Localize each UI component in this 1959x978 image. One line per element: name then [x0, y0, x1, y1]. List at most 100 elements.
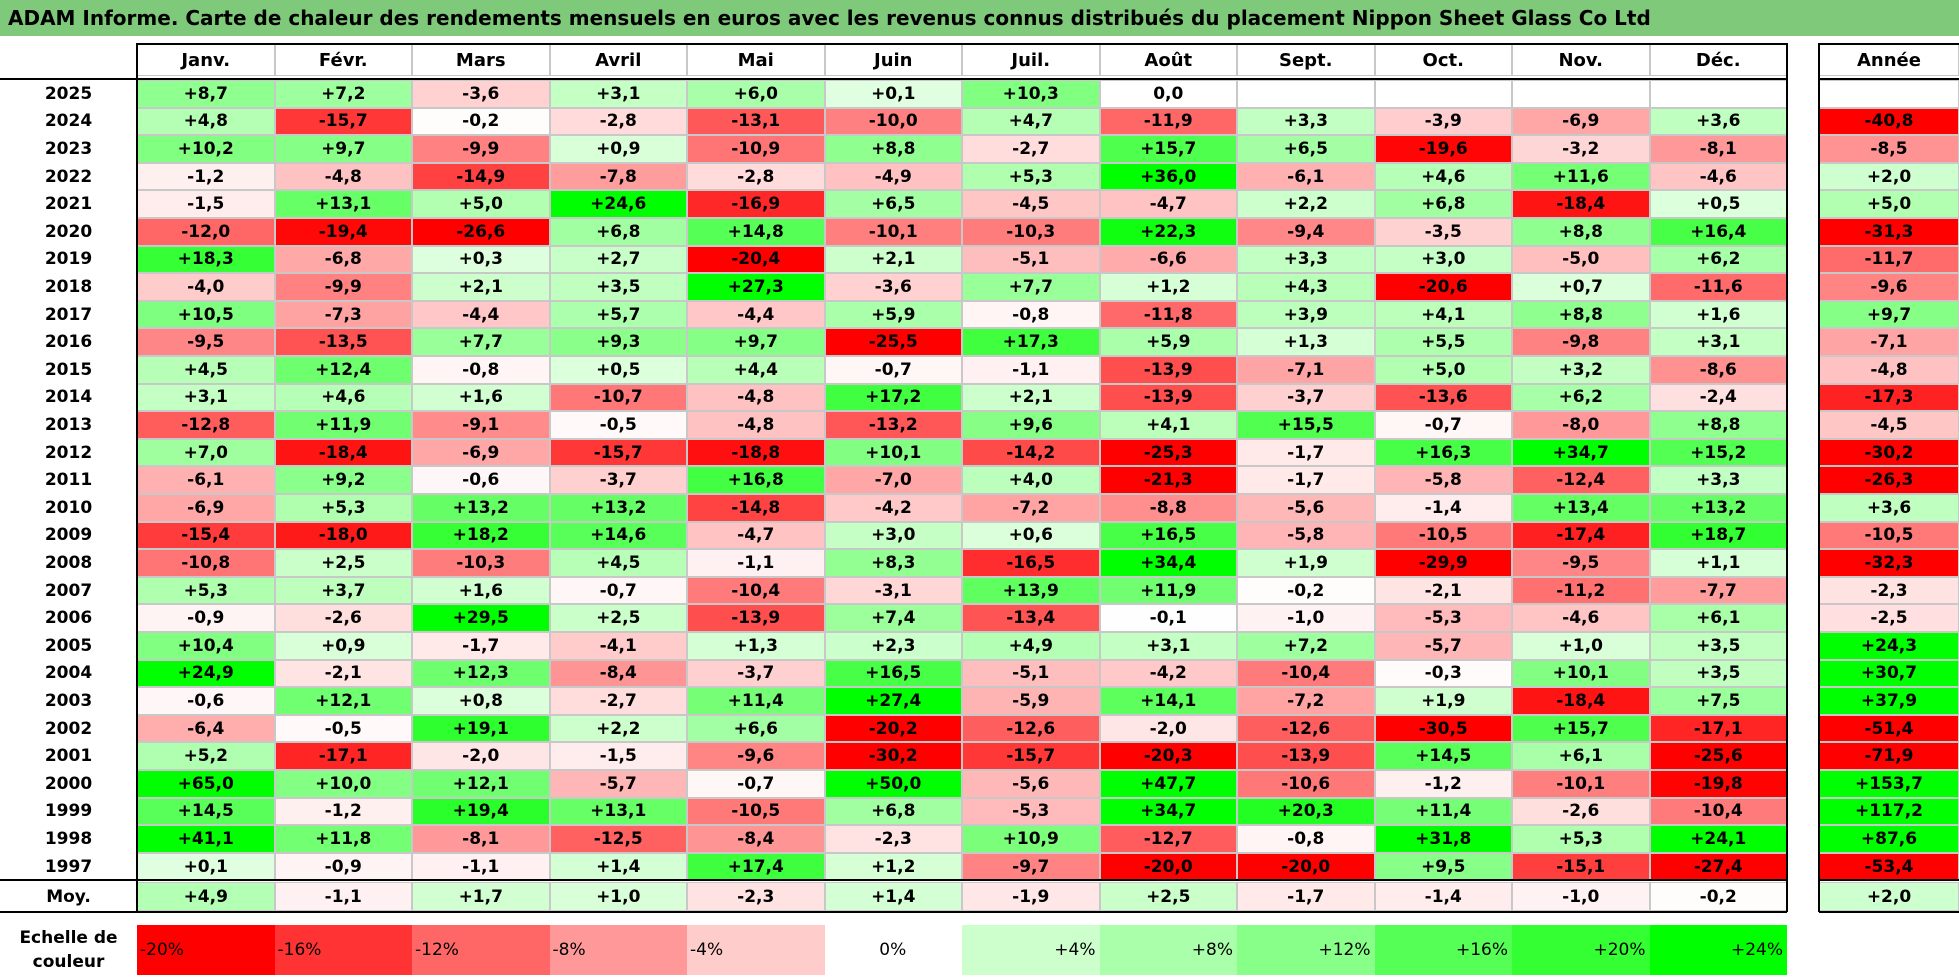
year-label: 1998	[44, 828, 93, 849]
heatmap-cell: -9,5	[1512, 549, 1650, 577]
annual-frame-bottom	[1819, 911, 1959, 913]
annual-cell: -32,3	[1819, 549, 1959, 577]
month-header: Août	[1099, 44, 1237, 76]
heatmap-cell: -0,7	[824, 356, 962, 384]
heatmap-cell: +19,4	[412, 797, 550, 826]
heatmap-cell: +18,7	[1649, 521, 1787, 550]
heatmap-cell: +41,1	[137, 825, 275, 853]
heatmap-cell: +7,0	[137, 438, 275, 467]
heatmap-cell: +7,5	[1649, 687, 1787, 715]
annual-cell: -2,5	[1819, 604, 1959, 632]
annual-cell: +153,7	[1819, 770, 1959, 798]
year-label: 2019	[44, 249, 93, 270]
heatmap-cell: -1,0	[1237, 604, 1375, 632]
heatmap-cell: +4,6	[274, 383, 412, 412]
heatmap-cell: -0,6	[137, 687, 275, 715]
year-label: 2007	[44, 580, 93, 601]
heatmap-cell: +24,6	[549, 190, 687, 218]
heatmap-cell: -8,4	[549, 659, 687, 688]
heatmap-cell: -5,1	[962, 245, 1100, 274]
heatmap-cell: -4,2	[824, 494, 962, 522]
heatmap-cell: -1,2	[137, 162, 275, 191]
year-label: 2014	[44, 387, 93, 408]
average-cell: -1,1	[274, 882, 412, 911]
heatmap-cell: +13,4	[1512, 494, 1650, 522]
scale-step: -8%	[549, 925, 687, 975]
heatmap-cell: +6,5	[1237, 135, 1375, 163]
heatmap-cell: +6,6	[687, 714, 825, 743]
year-label: 2023	[44, 138, 93, 159]
heatmap-cell: +13,1	[274, 190, 412, 218]
year-label: 2008	[44, 552, 93, 573]
year-label: 2005	[44, 635, 93, 656]
annual-cell: +5,0	[1819, 190, 1959, 218]
heatmap-cell: -4,8	[687, 411, 825, 439]
heatmap-cell: -9,1	[412, 411, 550, 439]
heatmap-cell: +24,1	[1649, 825, 1787, 853]
heatmap-cell: -3,2	[1512, 135, 1650, 163]
heatmap-cell: -10,0	[824, 107, 962, 136]
heatmap-cell: -1,2	[1374, 770, 1512, 798]
scale-step: +12%	[1237, 925, 1375, 975]
heatmap-cell: +3,3	[1237, 245, 1375, 274]
heatmap-cell: -15,4	[137, 521, 275, 550]
heatmap-cell: -9,6	[687, 742, 825, 770]
heatmap-cell: -10,3	[412, 549, 550, 577]
year-label: 2012	[44, 442, 93, 463]
frame-left	[136, 43, 138, 912]
heatmap-cell: -7,1	[1237, 356, 1375, 384]
heatmap-cell: -2,4	[1649, 383, 1787, 412]
annual-cell: +37,9	[1819, 687, 1959, 715]
heatmap-cell: +4,5	[137, 356, 275, 384]
heatmap-cell: -1,4	[1374, 494, 1512, 522]
heatmap-cell: +5,3	[137, 576, 275, 605]
frame-header-bottom	[0, 78, 1787, 80]
annual-cell: +117,2	[1819, 797, 1959, 826]
heatmap-cell: -4,5	[962, 190, 1100, 218]
heatmap-cell: -5,8	[1237, 521, 1375, 550]
heatmap-cell: +4,7	[962, 107, 1100, 136]
heatmap-cell: -6,6	[1099, 245, 1237, 274]
heatmap-cell: +8,8	[1649, 411, 1787, 439]
heatmap-cell: +2,3	[824, 632, 962, 660]
heatmap-cell: -20,4	[687, 245, 825, 274]
heatmap-cell: +34,7	[1099, 797, 1237, 826]
heatmap-cell: -10,5	[687, 797, 825, 826]
annual-cell: -4,8	[1819, 356, 1959, 384]
heatmap-cell: +13,2	[1649, 494, 1787, 522]
heatmap-cell: -5,7	[1374, 632, 1512, 660]
heatmap-cell: +15,2	[1649, 438, 1787, 467]
heatmap-cell: +2,5	[274, 549, 412, 577]
heatmap-cell: +5,5	[1374, 328, 1512, 356]
heatmap-cell: +18,2	[412, 521, 550, 550]
average-cell: -1,9	[962, 882, 1100, 911]
heatmap-cell: -5,3	[1374, 604, 1512, 632]
heatmap-cell: +13,1	[549, 797, 687, 826]
heatmap-cell: -20,0	[1099, 852, 1237, 881]
heatmap-cell: +17,4	[687, 852, 825, 881]
heatmap-cell: -2,7	[549, 687, 687, 715]
heatmap-cell: -0,2	[1237, 576, 1375, 605]
month-header: Mars	[412, 44, 550, 76]
heatmap-cell: -17,1	[274, 742, 412, 770]
heatmap-cell: -25,5	[824, 328, 962, 356]
year-label: 2015	[44, 359, 93, 380]
heatmap-cell: +19,1	[412, 714, 550, 743]
heatmap-cell: -20,2	[824, 714, 962, 743]
heatmap-cell: -3,7	[549, 466, 687, 494]
year-label: 2018	[44, 276, 93, 297]
heatmap-cell: -10,1	[824, 218, 962, 246]
heatmap-cell: +10,5	[137, 300, 275, 329]
heatmap-cell: -9,9	[274, 273, 412, 301]
heatmap-cell: -3,5	[1374, 218, 1512, 246]
heatmap-cell: -1,7	[1237, 466, 1375, 494]
heatmap-cell: -6,9	[1512, 107, 1650, 136]
heatmap-cell: -20,0	[1237, 852, 1375, 881]
annual-cell: -10,5	[1819, 521, 1959, 550]
heatmap-cell: +5,9	[824, 300, 962, 329]
scale-step: -12%	[412, 925, 550, 975]
heatmap-cell: +16,5	[824, 659, 962, 688]
heatmap-cell: -13,9	[687, 604, 825, 632]
heatmap-cell: +5,9	[1099, 328, 1237, 356]
year-label: 2006	[44, 608, 93, 629]
